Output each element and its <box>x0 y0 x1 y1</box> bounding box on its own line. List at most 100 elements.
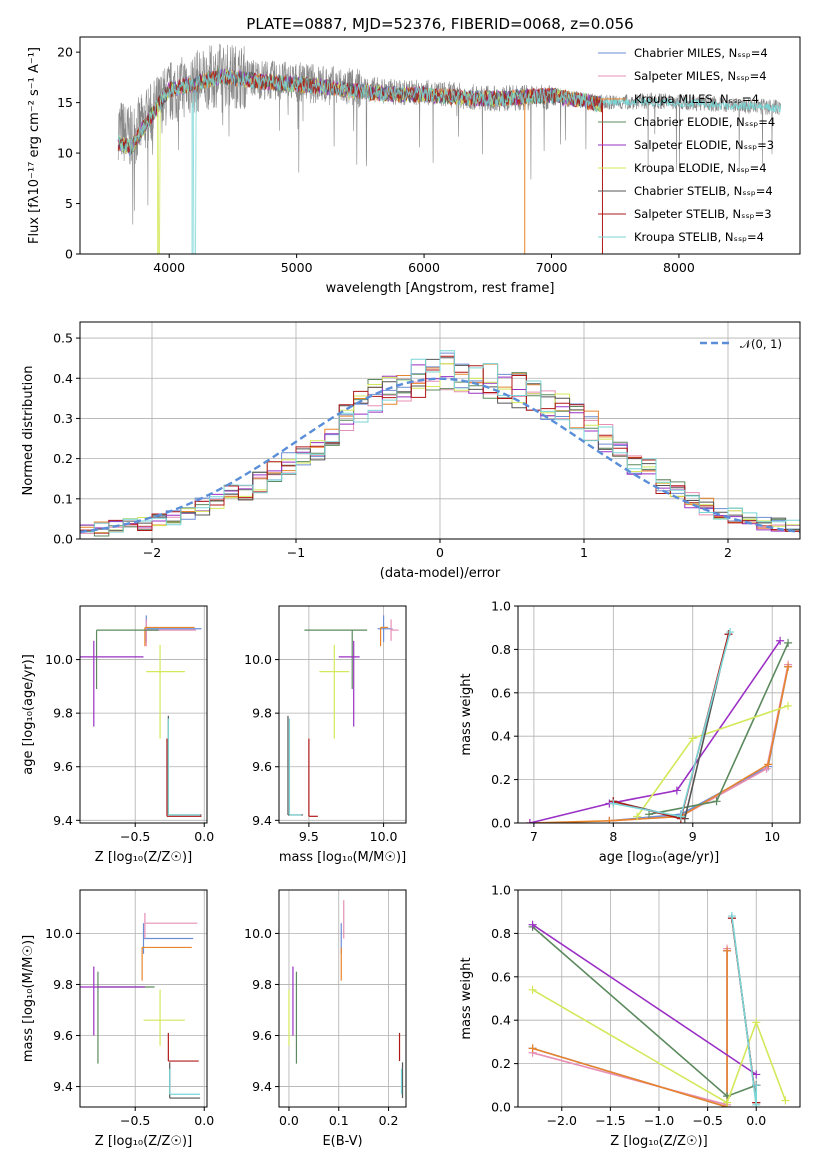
weight-marker <box>764 760 773 769</box>
x-axis-label: Z [log₁₀(Z/Z☉)] <box>95 850 192 865</box>
y-tick-label: 9.4 <box>53 1079 73 1094</box>
y-tick-label: 0.8 <box>491 642 511 657</box>
x-axis-label: wavelength [Angstrom, rest frame] <box>326 281 555 296</box>
weight-marker <box>688 734 697 743</box>
weight-marker <box>528 985 537 994</box>
panel-mass-vs-ebv: 0.0 0.1 0.2 9.4 9.6 9.8 10.0 E(B-V) <box>244 889 407 1149</box>
y-tick-label: 0.4 <box>491 1013 511 1028</box>
y-tick-label: 0.2 <box>491 1056 511 1071</box>
y-tick-label: 0.3 <box>53 411 73 426</box>
y-tick-label: 9.4 <box>53 813 73 828</box>
panel-weight-vs-z: −2.0 −1.5 −1.0 −0.5 0.0 0.0 0.2 0.4 0.6 0.8 1.0 Z [… <box>459 883 801 1149</box>
plot-area <box>528 912 790 1107</box>
y-tick-label: 1.0 <box>491 883 511 898</box>
y-tick-label: 10.0 <box>45 652 73 667</box>
x-tick-label: 1 <box>580 545 588 560</box>
x-tick-label: 0.2 <box>379 1113 399 1128</box>
legend-entry: Chabrier STELIB, Nₛₛₚ=4 <box>634 184 773 198</box>
legend-entry: Salpeter MILES, Nₛₛₚ=4 <box>634 69 767 83</box>
weight-marker <box>723 946 732 955</box>
y-tick-label: 0.8 <box>491 926 511 941</box>
weight-marker <box>752 1081 761 1090</box>
residual-histogram <box>80 350 800 539</box>
x-tick-label: 0.0 <box>194 1113 214 1128</box>
x-tick-label: 7000 <box>536 260 568 275</box>
y-tick-label: 0 <box>65 247 73 262</box>
x-tick-label: 8 <box>609 829 617 844</box>
x-tick-label: −0.5 <box>120 1113 150 1128</box>
x-axis-label: Z [log₁₀(Z/Z☉)] <box>95 1134 192 1149</box>
weight-marker <box>752 1018 761 1027</box>
weight-marker <box>605 816 614 823</box>
x-tick-label: −2 <box>143 545 161 560</box>
x-axis-label: (data-model)/error <box>380 566 501 581</box>
weight-marker <box>528 920 537 929</box>
weight-line <box>529 666 789 823</box>
y-axis-label: mass weight <box>459 673 474 755</box>
y-axis-label: mass weight <box>459 957 474 1039</box>
weight-marker <box>752 1100 761 1107</box>
legend-entry: Salpeter ELODIE, Nₛₛₚ=3 <box>634 138 774 152</box>
weight-marker <box>776 636 785 645</box>
weight-marker <box>726 628 735 637</box>
weight-marker <box>672 786 681 795</box>
x-axis-label: Z [log₁₀(Z/Z☉)] <box>610 1134 707 1149</box>
panel-residuals: −2 −1 0 1 2 0.0 0.1 0.2 0.3 0.4 0.5 (data-model)/er… <box>21 321 801 581</box>
y-axis-label: Flux [fλ10⁻¹⁷ erg cm⁻² s⁻¹ A⁻¹] <box>27 47 42 244</box>
model-spectrum <box>117 69 603 254</box>
panel-age-vs-mass: 9.5 10.0 9.4 9.6 9.8 10.0 mass [log₁₀(M/M☉)] <box>244 605 407 865</box>
plot-area <box>288 900 404 1099</box>
x-axis-label: mass [log₁₀(M/M☉)] <box>279 850 406 865</box>
weight-marker <box>781 1096 790 1105</box>
weight-line <box>532 989 787 1104</box>
y-tick-label: 9.8 <box>252 977 272 992</box>
y-tick-label: 0.4 <box>53 371 73 386</box>
x-tick-label: 5000 <box>281 260 313 275</box>
weight-line <box>532 924 757 1076</box>
normal-curve <box>80 377 800 534</box>
y-tick-label: 0.6 <box>491 685 511 700</box>
y-tick-label: 9.8 <box>53 977 73 992</box>
y-tick-label: 10 <box>57 146 73 161</box>
weight-marker <box>645 810 654 819</box>
y-axis-label: age [log₁₀(age/yr)] <box>21 654 36 775</box>
weight-marker <box>727 912 736 921</box>
x-tick-label: 9 <box>689 829 697 844</box>
y-tick-label: 0.5 <box>53 331 73 346</box>
y-tick-label: 0.1 <box>53 491 73 506</box>
y-tick-label: 10.0 <box>244 652 272 667</box>
y-tick-label: 9.6 <box>252 1028 272 1043</box>
axes-frame <box>517 889 801 1108</box>
panel-spectrum: 4000 5000 6000 7000 8000 0 5 10 15 20 wavelength [… <box>27 15 801 296</box>
panel-weight-vs-age: 7 8 9 10 0.0 0.2 0.4 0.6 0.8 1.0 age [log₁₀(age/yr… <box>459 599 801 865</box>
legend-entry: Kroupa STELIB, Nₛₛₚ=4 <box>634 230 764 244</box>
x-tick-label: 8000 <box>663 260 695 275</box>
axes-frame <box>79 36 801 255</box>
legend-entry: Chabrier MILES, Nₛₛₚ=4 <box>634 46 768 60</box>
y-tick-label: 9.4 <box>252 813 272 828</box>
axes-frame <box>278 889 407 1108</box>
y-tick-label: 10.0 <box>244 926 272 941</box>
y-tick-label: 9.6 <box>252 759 272 774</box>
x-tick-label: 0.0 <box>194 829 214 844</box>
weight-line <box>529 640 781 823</box>
x-tick-label: 0.0 <box>746 1113 766 1128</box>
weight-marker <box>633 812 642 821</box>
x-tick-label: −2.0 <box>547 1113 577 1128</box>
y-tick-label: 9.6 <box>53 759 73 774</box>
y-axis-label: Normed distribution <box>21 366 36 496</box>
y-tick-label: 10.0 <box>45 926 73 941</box>
legend-entry: Chabrier ELODIE, Nₛₛₚ=4 <box>634 115 775 129</box>
y-tick-label: 15 <box>57 95 73 110</box>
x-axis-label: E(B-V) <box>322 1134 362 1149</box>
axes-frame <box>278 605 407 824</box>
x-tick-label: −1.0 <box>644 1113 674 1128</box>
x-tick-label: 2 <box>724 545 732 560</box>
y-tick-label: 0.6 <box>491 969 511 984</box>
chart-title: PLATE=0887, MJD=52376, FIBERID=0068, z=0… <box>246 15 633 33</box>
x-tick-label: 9.5 <box>299 829 319 844</box>
y-tick-label: 0.2 <box>53 451 73 466</box>
panel-age-vs-z: −0.5 0.0 9.4 9.6 9.8 10.0 Z [log₁₀(Z/Z☉)] age [… <box>21 605 214 865</box>
plot-area <box>117 43 782 254</box>
weight-line <box>613 631 731 818</box>
